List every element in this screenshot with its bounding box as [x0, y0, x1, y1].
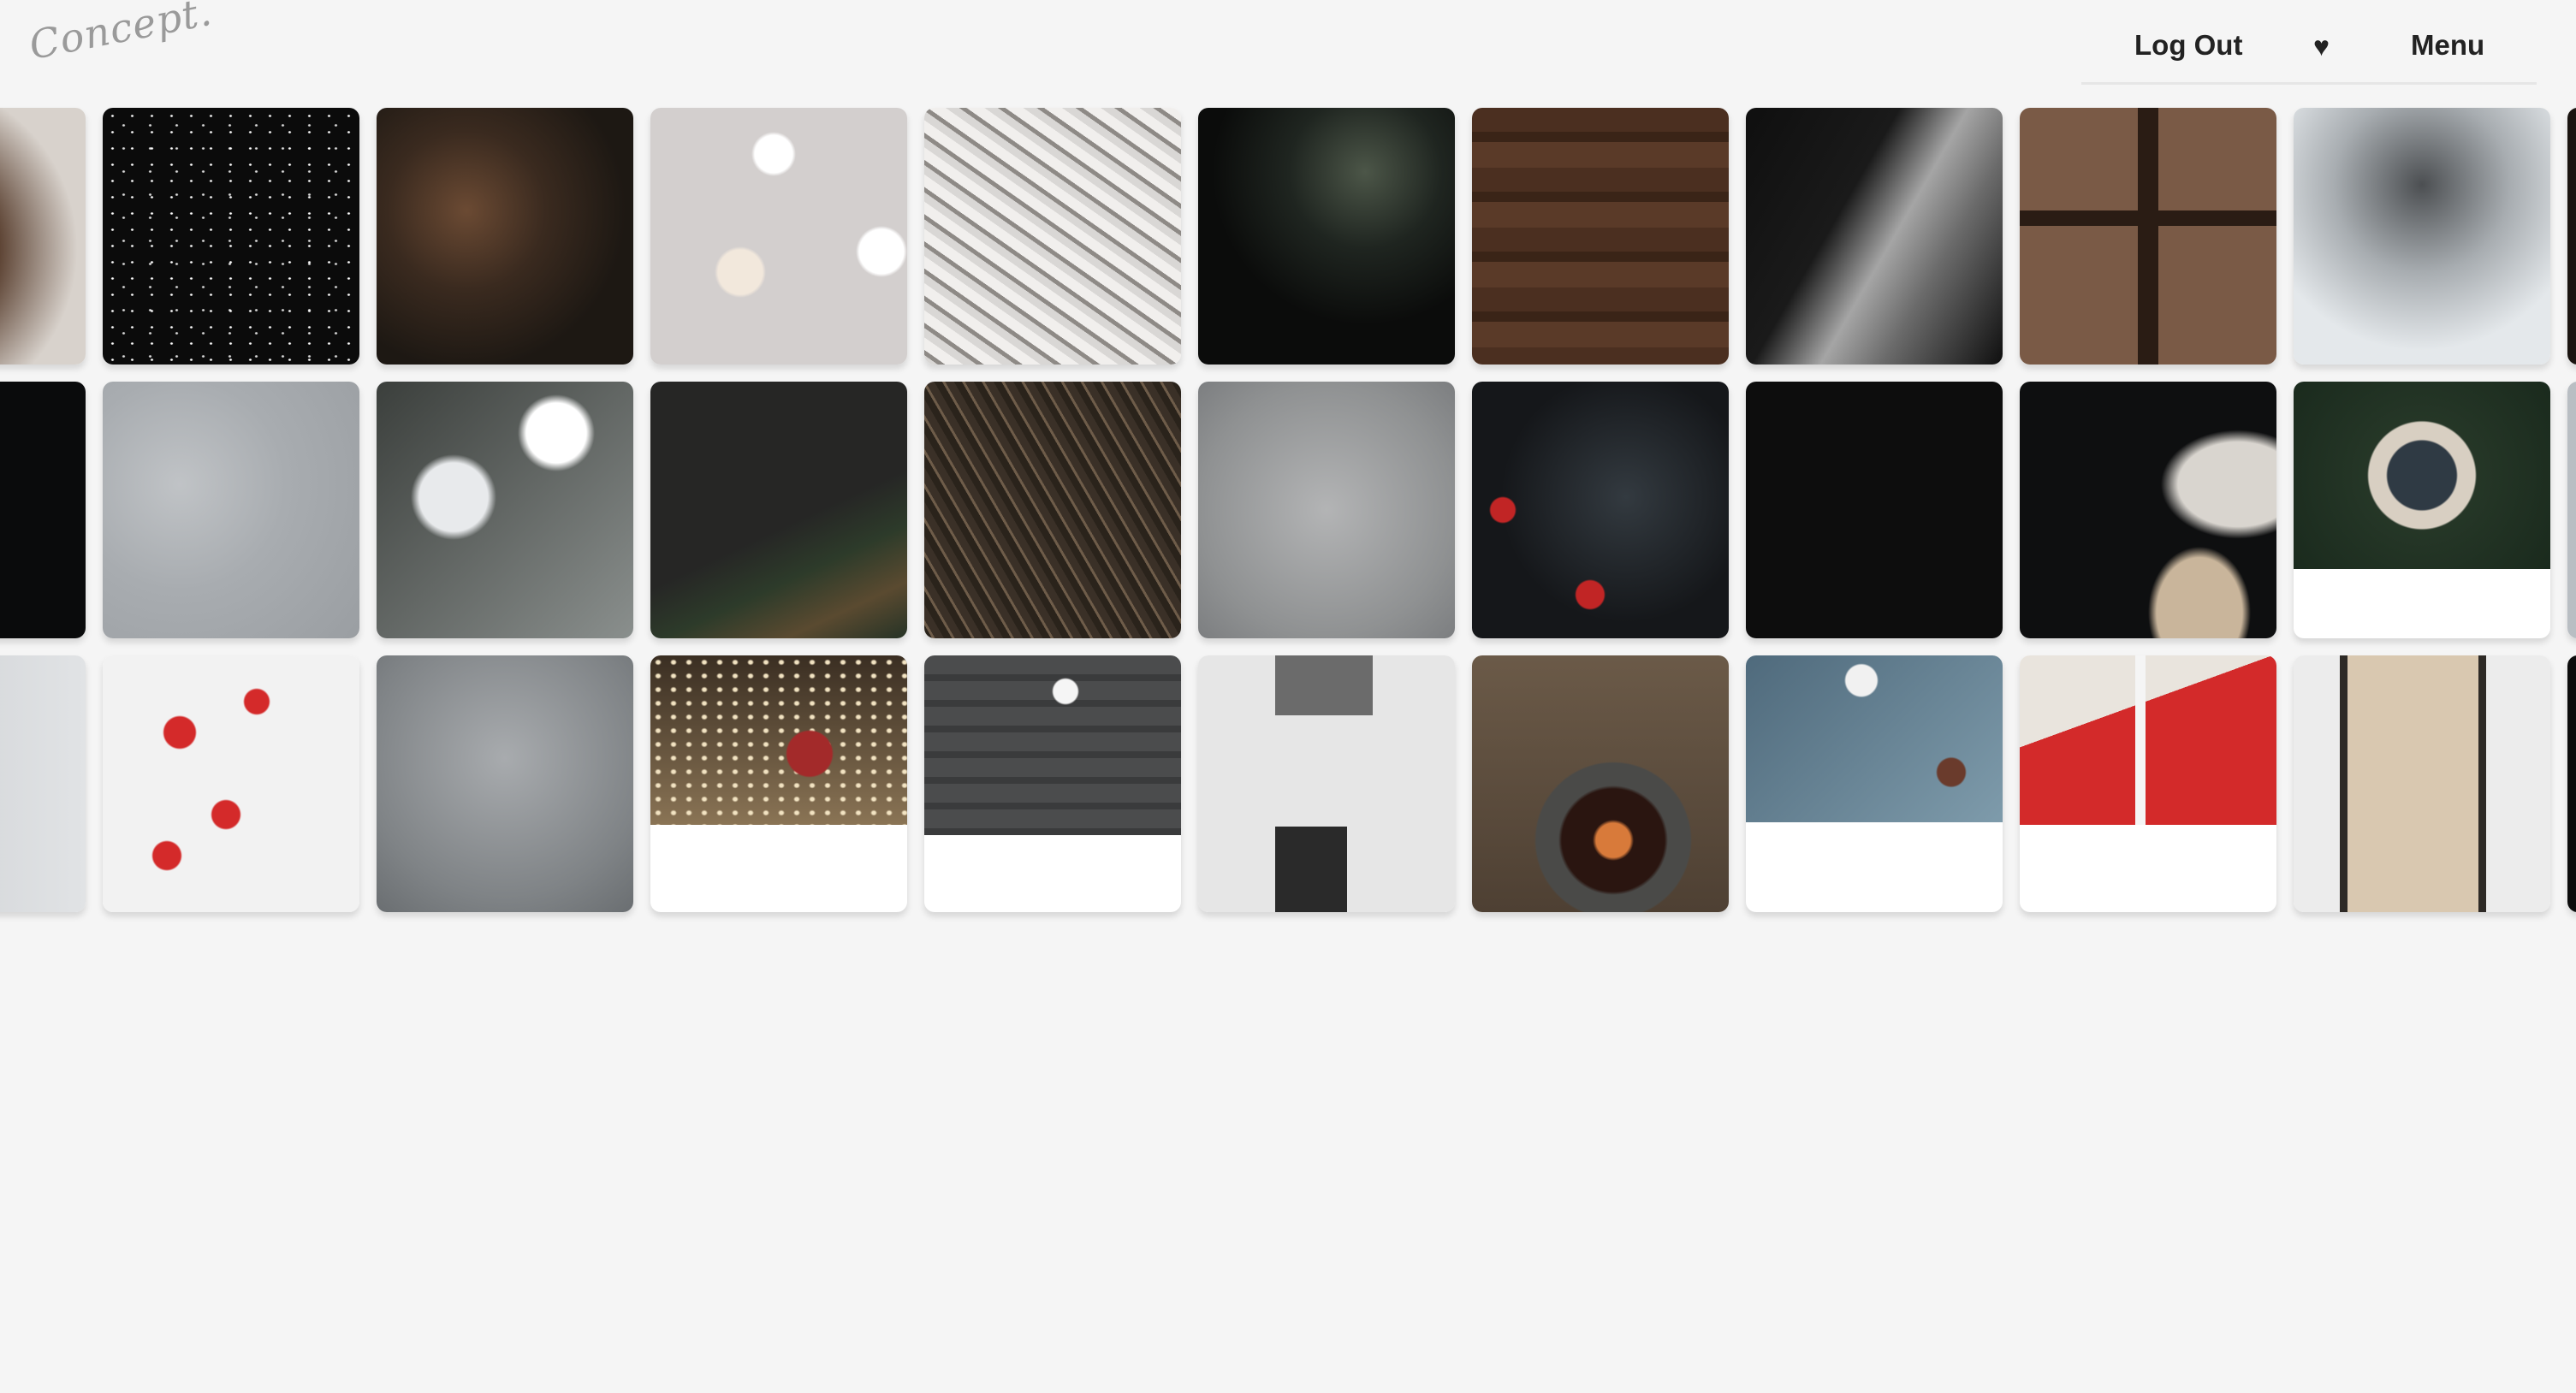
gallery-tile-star-ornaments-wood-photo[interactable]	[924, 655, 1181, 912]
wood-window-photo	[2020, 108, 2276, 365]
logout-link[interactable]: Log Out	[2134, 29, 2243, 61]
black-edge-photo	[2567, 655, 2576, 912]
grey-stone-photo	[1198, 382, 1455, 638]
gallery-tile-snowy-fir-photo[interactable]	[2294, 108, 2550, 365]
pine-cone-photo	[0, 108, 86, 365]
gallery-tile-wood-window-photo[interactable]	[2020, 108, 2276, 365]
white-house-window-photo	[1198, 655, 1455, 912]
gallery-tile-white-edge-photo[interactable]	[0, 655, 86, 912]
gallery-tile-red-berry-branch-photo[interactable]	[103, 655, 359, 912]
pine-cones-dark-photo	[377, 108, 633, 365]
gallery-tile-grey-concrete-photo[interactable]	[103, 382, 359, 638]
gallery-tile-black-texture-photo[interactable]	[1746, 382, 2003, 638]
red-berry-branch-photo	[103, 655, 359, 912]
heart-icon[interactable]: ♥	[2313, 31, 2330, 62]
linen-fabric-photo	[924, 108, 1181, 365]
gallery-tile-grey-knit-dark-photo[interactable]	[1746, 108, 2003, 365]
grey-concrete-photo	[103, 382, 359, 638]
bokeh-lights-photo	[650, 108, 907, 365]
gallery-tile-fir-branch-dark-photo[interactable]	[1198, 108, 1455, 365]
star-ornaments-wood-photo	[924, 655, 1181, 835]
gallery-tile-rolling-pin-photo[interactable]	[2020, 382, 2276, 638]
gallery-tile-bokeh-branches-photo[interactable]	[377, 382, 633, 638]
gallery-tile-snow-night-photo[interactable]	[103, 108, 359, 365]
black-photo	[0, 382, 86, 638]
gallery-tile-grey-slate-photo[interactable]	[377, 655, 633, 912]
stollen-cake-photo	[2294, 655, 2550, 912]
white-edge-photo	[0, 655, 86, 912]
gallery-tile-bokeh-lights-photo[interactable]	[650, 108, 907, 365]
top-nav: Log Out ♥ Menu	[2081, 0, 2537, 85]
grey-slate-photo	[377, 655, 633, 912]
tea-table-photo	[1746, 655, 2003, 822]
gallery-tile-red-berries-dark-photo[interactable]	[1472, 382, 1729, 638]
joy-gift-bokeh-photo	[650, 655, 907, 825]
gallery-tile-grey-edge-photo[interactable]	[2567, 382, 2576, 638]
gallery-tile-pine-cones-dark-photo[interactable]	[377, 108, 633, 365]
snowy-fir-photo	[2294, 108, 2550, 365]
fir-branch-dark-photo	[1198, 108, 1455, 365]
red-gifts-photo	[2020, 655, 2276, 825]
grey-edge-photo	[2567, 382, 2576, 638]
gallery-tile-grey-stone-photo[interactable]	[1198, 382, 1455, 638]
gallery-tile-tea-table-photo[interactable]	[1746, 655, 2003, 912]
wreath-sign-photo	[2294, 382, 2550, 569]
gallery-tile-red-gifts-photo[interactable]	[2020, 655, 2276, 912]
wood-planks-photo	[1472, 108, 1729, 365]
gallery-tile-wood-planks-photo[interactable]	[1472, 108, 1729, 365]
gallery-tile-dark-edge-photo[interactable]	[2567, 108, 2576, 365]
pine-needles-photo	[924, 382, 1181, 638]
gallery-tile-pine-cone-photo[interactable]	[0, 108, 86, 365]
gallery-tile-fir-branch-black-photo[interactable]	[650, 382, 907, 638]
gallery-tile-stollen-cake-photo[interactable]	[2294, 655, 2550, 912]
red-berries-dark-photo	[1472, 382, 1729, 638]
gallery-tile-pine-needles-photo[interactable]	[924, 382, 1181, 638]
gallery-tile-white-house-window-photo[interactable]	[1198, 655, 1455, 912]
snow-night-photo	[103, 108, 359, 365]
fir-branch-black-photo	[650, 382, 907, 638]
dark-edge-photo	[2567, 108, 2576, 365]
gallery-tile-joy-gift-bokeh-photo[interactable]	[650, 655, 907, 912]
bokeh-branches-photo	[377, 382, 633, 638]
mulled-wine-photo	[1472, 655, 1729, 912]
black-texture-photo	[1746, 382, 2003, 638]
gallery-tile-mulled-wine-photo[interactable]	[1472, 655, 1729, 912]
gallery-tile-black-edge-photo[interactable]	[2567, 655, 2576, 912]
gallery-tile-wreath-sign-photo[interactable]	[2294, 382, 2550, 638]
menu-link[interactable]: Menu	[2411, 29, 2485, 61]
rolling-pin-photo	[2020, 382, 2276, 638]
gallery-tile-black-photo[interactable]	[0, 382, 86, 638]
grey-knit-dark-photo	[1746, 108, 2003, 365]
gallery-tile-linen-fabric-photo[interactable]	[924, 108, 1181, 365]
